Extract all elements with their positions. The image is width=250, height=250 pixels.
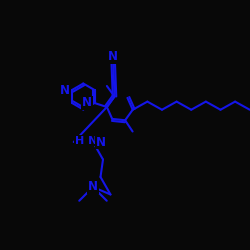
Text: N: N xyxy=(60,84,70,96)
Text: N: N xyxy=(96,136,106,148)
Text: N: N xyxy=(108,50,118,64)
Text: N: N xyxy=(88,180,98,194)
Text: H N: H N xyxy=(75,136,98,146)
Text: N: N xyxy=(82,96,92,110)
